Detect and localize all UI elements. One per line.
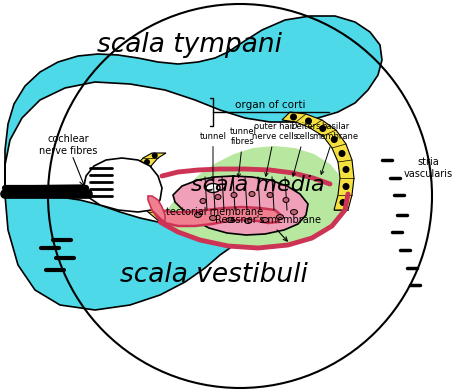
Ellipse shape (276, 214, 283, 220)
Polygon shape (160, 146, 348, 248)
Text: outer hair
nerve cells: outer hair nerve cells (252, 122, 298, 176)
Ellipse shape (194, 212, 201, 218)
Circle shape (139, 191, 146, 197)
Circle shape (139, 168, 145, 174)
Polygon shape (173, 176, 308, 235)
Text: Reissner's membrane: Reissner's membrane (215, 215, 321, 241)
Circle shape (137, 179, 143, 185)
Ellipse shape (249, 192, 255, 196)
Circle shape (48, 4, 432, 388)
Text: scala tympani: scala tympani (98, 32, 283, 58)
Ellipse shape (262, 218, 268, 223)
Text: scala vestibuli: scala vestibuli (120, 262, 308, 288)
Circle shape (305, 118, 312, 125)
Polygon shape (132, 153, 172, 222)
Text: tectorial membrane: tectorial membrane (166, 207, 264, 221)
Ellipse shape (215, 194, 221, 200)
Text: scala media: scala media (191, 175, 325, 195)
Ellipse shape (267, 192, 273, 198)
Text: tunnel: tunnel (200, 132, 227, 180)
Polygon shape (282, 112, 354, 210)
Circle shape (147, 203, 153, 209)
Text: Deiters
cells: Deiters cells (290, 122, 320, 176)
Ellipse shape (227, 218, 234, 223)
Circle shape (343, 166, 349, 173)
Ellipse shape (245, 218, 252, 223)
Circle shape (338, 150, 346, 157)
Circle shape (319, 125, 326, 132)
Ellipse shape (231, 192, 237, 198)
Circle shape (152, 152, 158, 158)
Ellipse shape (283, 198, 289, 203)
Circle shape (339, 199, 346, 206)
Polygon shape (5, 16, 382, 195)
Ellipse shape (210, 216, 217, 221)
Circle shape (331, 136, 338, 143)
Ellipse shape (200, 198, 206, 203)
Polygon shape (152, 207, 282, 226)
Polygon shape (148, 196, 165, 222)
Polygon shape (5, 195, 238, 310)
Text: cochlear
nerve fibres: cochlear nerve fibres (39, 134, 97, 156)
Text: basilar
membrane: basilar membrane (312, 122, 358, 174)
Polygon shape (84, 158, 162, 212)
Ellipse shape (206, 183, 220, 192)
Circle shape (157, 214, 163, 220)
Text: tunnel
fibres: tunnel fibres (229, 127, 256, 177)
Text: stria
vascularis: stria vascularis (403, 157, 453, 179)
Text: organ of corti: organ of corti (235, 100, 305, 110)
Circle shape (290, 114, 297, 120)
Ellipse shape (291, 209, 298, 214)
Circle shape (144, 159, 150, 165)
Circle shape (343, 183, 349, 190)
